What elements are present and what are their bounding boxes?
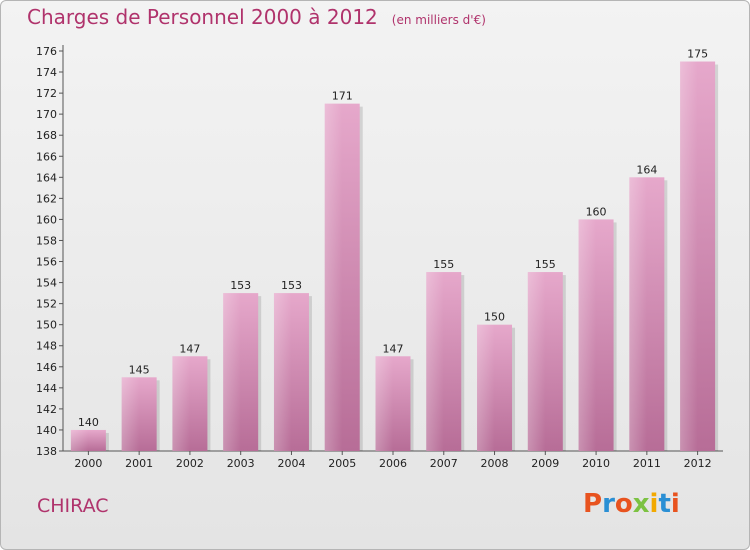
chart-axes: 138 140 142 144 146 148 150 152 154 156 158 160 162 1… [36, 45, 723, 458]
y-tick-label: 152 [36, 298, 57, 311]
bar-highlight [578, 219, 597, 451]
logo-letter: i [670, 489, 680, 519]
bar-highlight [426, 272, 444, 451]
y-tick-label: 138 [36, 445, 57, 458]
x-tick-label: 2007 [430, 457, 458, 470]
logo-letter: t [658, 489, 671, 519]
bar-value-label: 153 [230, 279, 251, 292]
x-tick-label: 2003 [227, 457, 255, 470]
y-tick-label: 162 [36, 192, 57, 205]
x-tick-label: 2010 [582, 457, 610, 470]
city-name: CHIRAC [37, 495, 109, 517]
y-tick-label: 142 [36, 403, 57, 416]
y-tick-label: 158 [36, 234, 57, 247]
chart-bars [70, 61, 719, 452]
logo-letter: x [632, 489, 650, 519]
bar-highlight [121, 377, 140, 451]
chart-title-text: Charges de Personnel 2000 à 2012 [27, 5, 378, 29]
bar-highlight [70, 429, 89, 451]
bar-highlight [223, 293, 241, 451]
y-tick-label: 164 [36, 171, 57, 184]
x-tick-label: 2000 [74, 457, 102, 470]
bar-highlight [680, 61, 698, 452]
y-tick-label: 154 [36, 277, 57, 290]
y-tick-label: 176 [36, 45, 57, 58]
logo-letter: P [583, 489, 603, 519]
bar-highlight [477, 324, 495, 451]
y-tick-label: 166 [36, 150, 57, 163]
bar-value-label: 155 [535, 258, 556, 271]
bar-value-label: 147 [179, 342, 200, 355]
bar-value-label: 145 [129, 363, 150, 376]
x-tick-label: 2009 [531, 457, 559, 470]
bar-value-label: 147 [383, 342, 404, 355]
y-tick-label: 156 [36, 256, 57, 269]
bar-value-label: 164 [636, 163, 657, 176]
bar-highlight [324, 103, 343, 451]
bar-value-label: 175 [687, 48, 708, 61]
bar-value-label: 155 [433, 258, 454, 271]
bar-value-label: 140 [78, 416, 99, 429]
x-tick-label: 2005 [328, 457, 356, 470]
y-tick-label: 144 [36, 382, 57, 395]
y-tick-label: 140 [36, 424, 57, 437]
bar-value-label: 153 [281, 279, 302, 292]
chart-subtitle: (en milliers d'€) [391, 13, 486, 27]
bar-value-label: 150 [484, 311, 505, 324]
logo-letter: o [614, 489, 633, 519]
y-tick-label: 160 [36, 213, 57, 226]
x-tick-label: 2006 [379, 457, 407, 470]
x-tick-label: 2012 [684, 457, 712, 470]
x-tick-label: 2001 [125, 457, 153, 470]
proxiti-logo[interactable]: Proxiti [583, 489, 680, 519]
chart-labels: 140 2000 145 2001 147 2002 153 2003 153 2004 171 20… [74, 48, 711, 470]
x-tick-label: 2008 [481, 457, 509, 470]
logo-letter: i [649, 489, 659, 519]
y-tick-label: 168 [36, 129, 57, 142]
bar-highlight [273, 293, 292, 451]
y-tick-label: 170 [36, 108, 57, 121]
y-tick-label: 172 [36, 87, 57, 100]
bar-highlight [629, 177, 647, 451]
chart-title: Charges de Personnel 2000 à 2012 (en mill… [27, 5, 486, 29]
bar-highlight [527, 272, 546, 451]
y-tick-label: 146 [36, 361, 57, 374]
logo-letter: r [602, 489, 615, 519]
bar-value-label: 171 [332, 90, 353, 103]
y-tick-label: 148 [36, 340, 57, 353]
bar-highlight [375, 356, 393, 451]
bar-value-label: 160 [586, 205, 607, 218]
bar-highlight [172, 356, 190, 451]
y-tick-label: 174 [36, 66, 57, 79]
y-tick-label: 150 [36, 319, 57, 332]
x-tick-label: 2004 [277, 457, 305, 470]
x-tick-label: 2011 [633, 457, 661, 470]
x-tick-label: 2002 [176, 457, 204, 470]
